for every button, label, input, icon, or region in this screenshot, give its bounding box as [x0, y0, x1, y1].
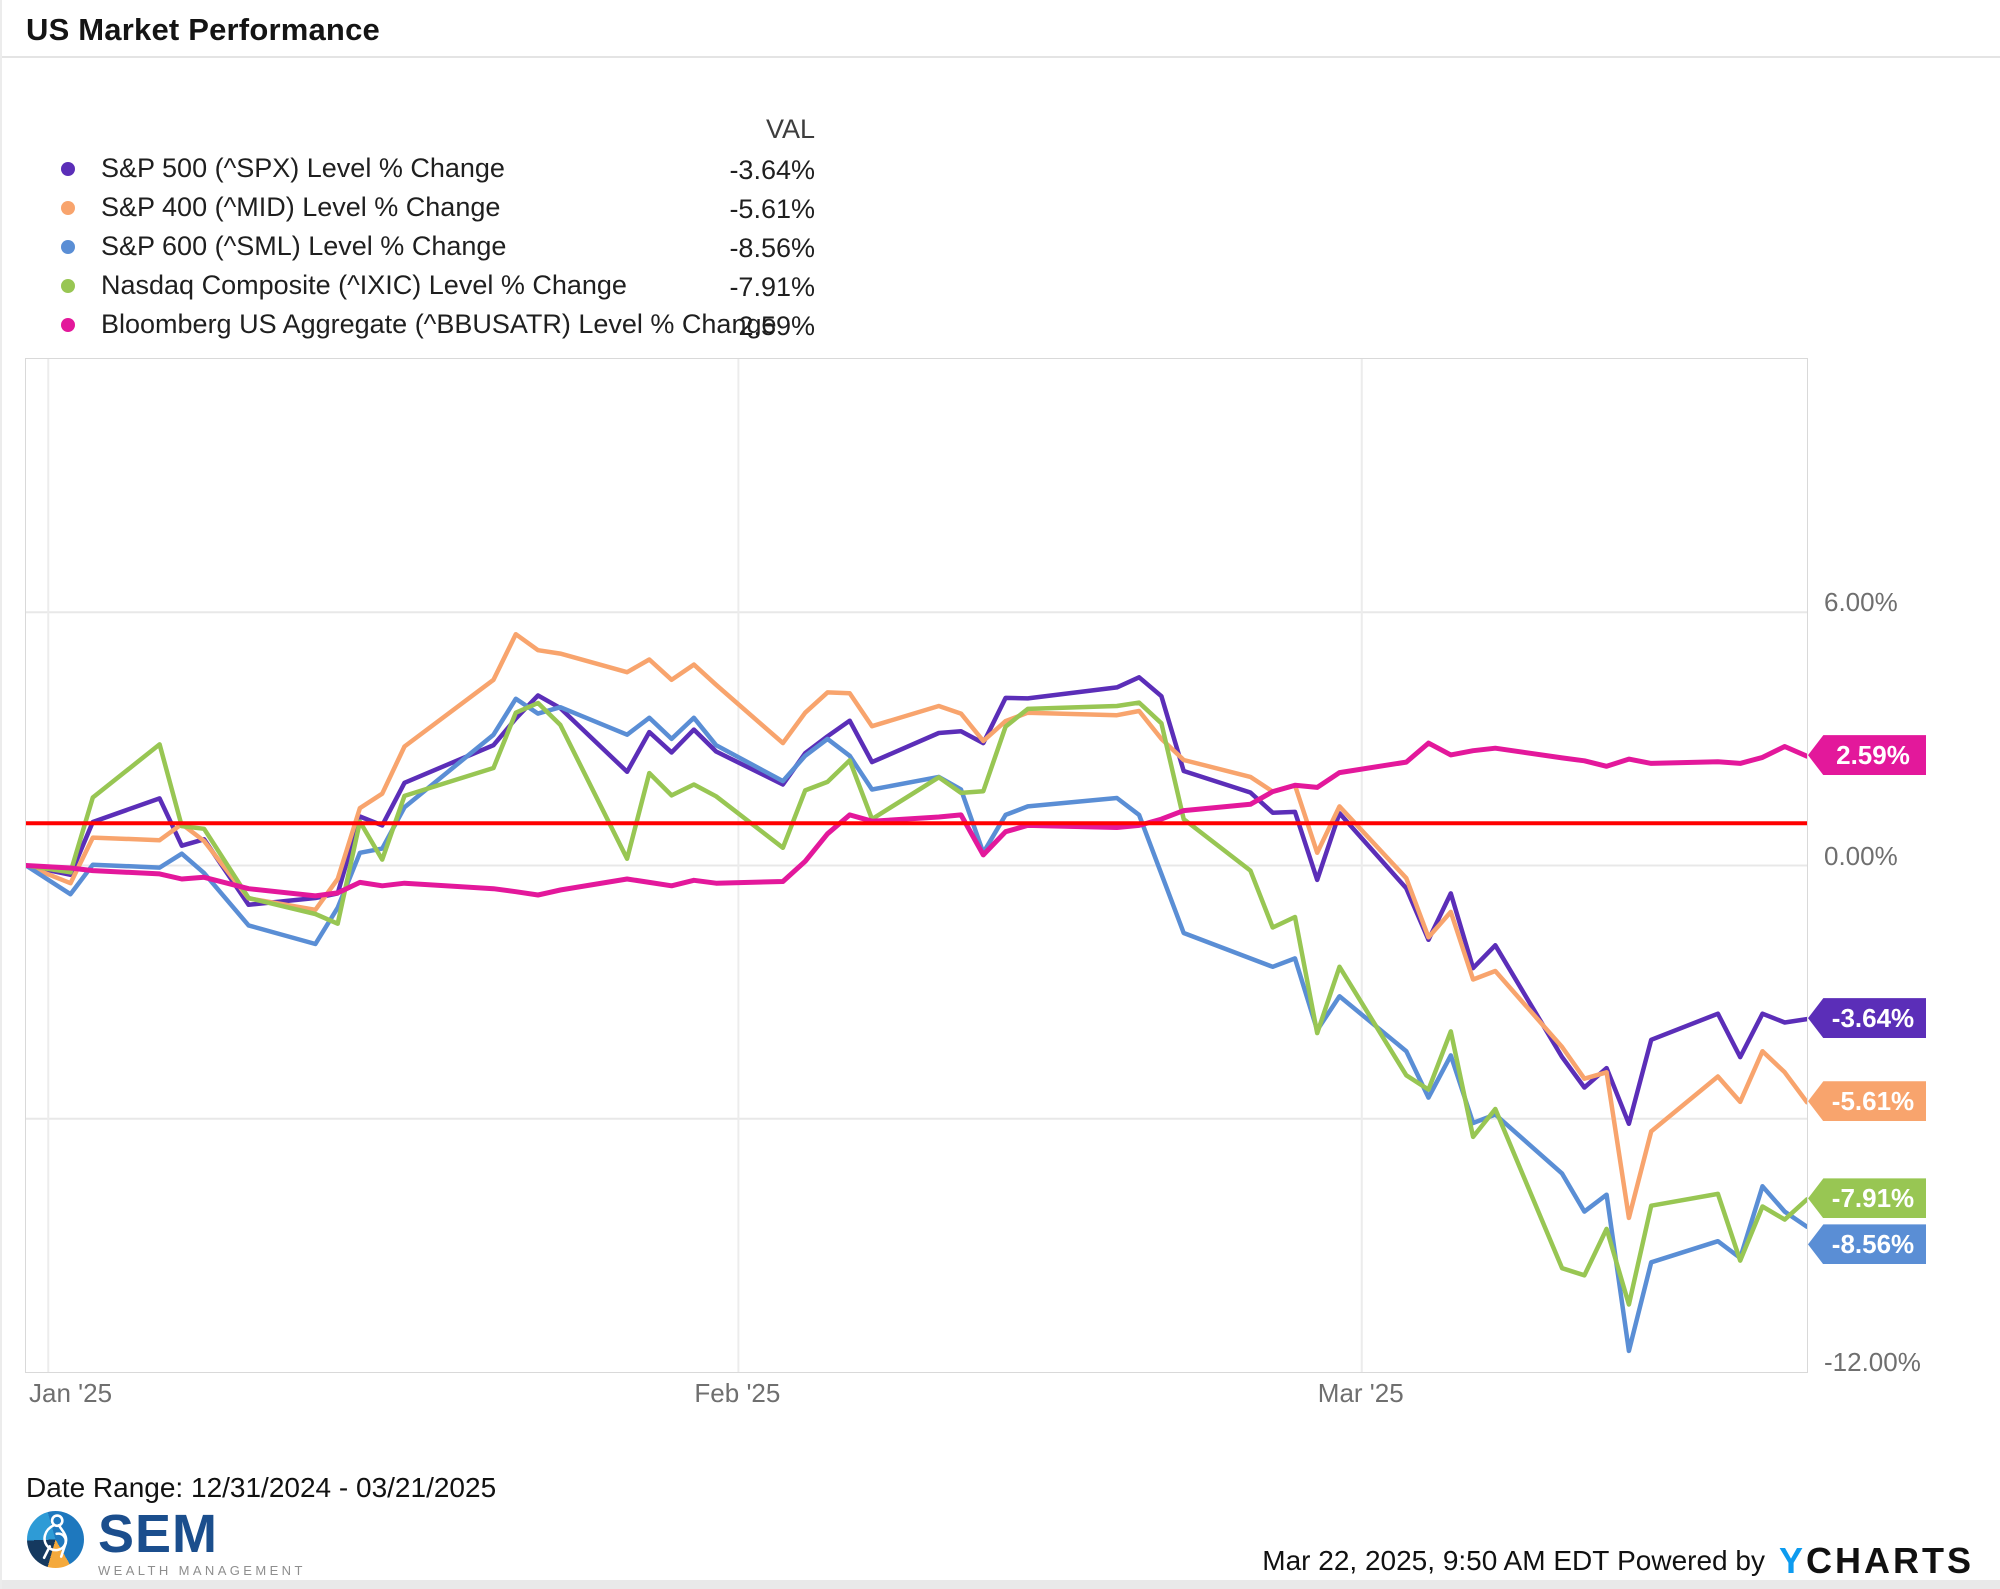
legend-item-label: S&P 600 (^SML) Level % Change: [101, 231, 507, 261]
legend-item: Bloomberg US Aggregate (^BBUSATR) Level …: [61, 305, 777, 344]
legend-val-header: VAL: [765, 114, 815, 144]
legend-item-value: -7.91%: [729, 272, 815, 302]
end-value-pill-ixic: -7.91%: [1808, 1178, 1926, 1219]
series-line-spx: [26, 675, 1807, 1127]
legend-item-label: Nasdaq Composite (^IXIC) Level % Change: [101, 270, 627, 300]
legend-item: S&P 600 (^SML) Level % Change: [61, 227, 506, 266]
x-axis-tick-label: Jan '25: [29, 1378, 113, 1408]
legend-dot-icon: [61, 317, 75, 332]
legend-item-label: S&P 500 (^SPX) Level % Change: [101, 153, 505, 183]
legend-item-value: 2.59%: [738, 311, 815, 341]
series-line-ixic: [26, 700, 1807, 1307]
legend-dot-icon: [61, 239, 75, 254]
y-axis-tick-label: 0.00%: [1824, 840, 1898, 871]
sem-brand-name: SEM: [98, 1504, 219, 1564]
series-line-agg: [26, 740, 1807, 899]
legend-item: Nasdaq Composite (^IXIC) Level % Change: [61, 266, 627, 305]
ycharts-y-icon: Y: [1778, 1540, 1806, 1581]
chart-canvas: [26, 359, 1807, 1372]
end-value-pill-sml: -8.56%: [1808, 1224, 1926, 1265]
legend-item: S&P 500 (^SPX) Level % Change: [61, 149, 505, 188]
end-value-pill-spx: -3.64%: [1808, 998, 1926, 1039]
legend-item: S&P 400 (^MID) Level % Change: [61, 188, 500, 227]
legend-item-value: -5.61%: [729, 194, 815, 224]
y-axis-tick-label: 6.00%: [1824, 587, 1898, 618]
legend-item-label: Bloomberg US Aggregate (^BBUSATR) Level …: [101, 309, 777, 339]
footer-stamp-line: Mar 22, 2025, 9:50 AM EDT Powered by YCH…: [1262, 1540, 1974, 1582]
sem-logo: SEM WEALTH MANAGEMENT: [27, 1504, 306, 1578]
legend-dot-icon: [61, 161, 75, 176]
series-line-mid: [26, 631, 1807, 1221]
date-range-label: Date Range: 12/31/2024 - 03/21/2025: [26, 1472, 497, 1503]
x-axis-tick-label: Feb '25: [694, 1378, 781, 1408]
page-title: US Market Performance: [26, 12, 380, 47]
legend-dot-icon: [61, 200, 75, 215]
chart-plot-area: [25, 358, 1808, 1373]
bottom-strip: [2, 1580, 2000, 1589]
x-axis-tick-label: Mar '25: [1317, 1378, 1404, 1408]
legend-item-label: S&P 400 (^MID) Level % Change: [101, 192, 501, 222]
y-axis-tick-label: -12.00%: [1824, 1347, 1921, 1377]
sem-logo-text: SEM WEALTH MANAGEMENT: [98, 1504, 306, 1578]
end-value-pill-agg: 2.59%: [1808, 735, 1926, 776]
sem-logo-icon: [27, 1511, 84, 1568]
timestamp-label: Mar 22, 2025, 9:50 AM EDT Powered by: [1262, 1545, 1765, 1576]
title-divider: [2, 56, 2000, 58]
series-line-sml: [26, 696, 1807, 1354]
sem-brand-subtitle: WEALTH MANAGEMENT: [98, 1563, 306, 1578]
ycharts-logo: YCHARTS: [1778, 1540, 1974, 1581]
legend-item-value: -3.64%: [729, 155, 815, 185]
end-value-pill-mid: -5.61%: [1808, 1081, 1926, 1122]
legend-item-value: -8.56%: [729, 233, 815, 263]
legend-dot-icon: [61, 278, 75, 293]
